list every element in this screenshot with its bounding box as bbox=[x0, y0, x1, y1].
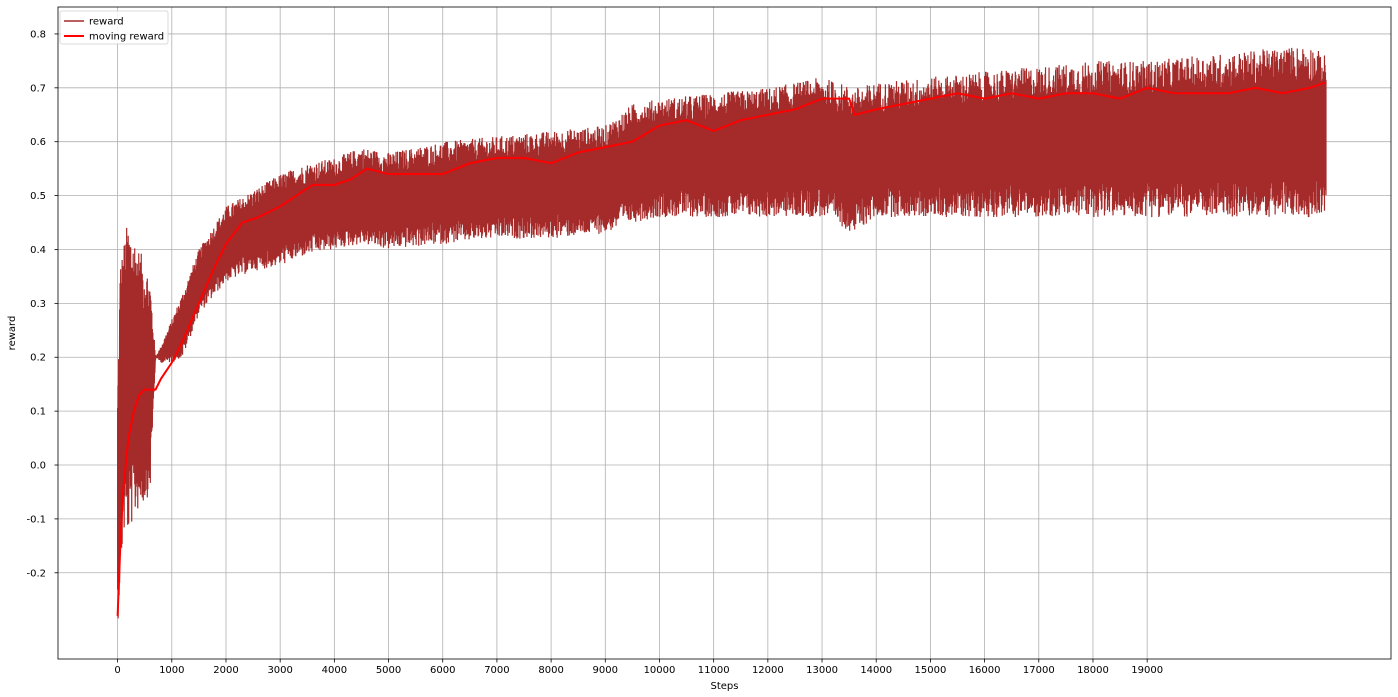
x-tick-label: 0 bbox=[114, 665, 120, 676]
y-tick-label: 0.8 bbox=[30, 29, 46, 40]
series-moving-reward bbox=[116, 81, 1327, 616]
x-tick-label: 9000 bbox=[593, 665, 618, 676]
x-tick-label: 15000 bbox=[915, 665, 947, 676]
y-tick-label: 0.5 bbox=[30, 191, 46, 202]
x-tick-label: 12000 bbox=[752, 665, 784, 676]
x-tick-label: 4000 bbox=[322, 665, 347, 676]
legend-label: reward bbox=[89, 17, 124, 28]
y-tick-label: -0.2 bbox=[26, 568, 46, 579]
x-tick-label: 17000 bbox=[1023, 665, 1055, 676]
x-tick-label: 14000 bbox=[860, 665, 892, 676]
x-tick-label: 6000 bbox=[430, 665, 455, 676]
legend: reward moving reward bbox=[59, 10, 169, 45]
x-tick-label: 18000 bbox=[1077, 665, 1109, 676]
axes-frame bbox=[57, 6, 1392, 660]
x-tick-label: 5000 bbox=[376, 665, 401, 676]
legend-box bbox=[59, 10, 169, 45]
x-tick-label: 19000 bbox=[1131, 665, 1163, 676]
x-tick-label: 1000 bbox=[159, 665, 184, 676]
y-tick-label: 0.7 bbox=[30, 83, 46, 94]
x-tick-label: 3000 bbox=[267, 665, 292, 676]
x-axis-label: Steps bbox=[711, 681, 739, 692]
y-tick-label: -0.1 bbox=[26, 514, 46, 525]
plot-area bbox=[116, 47, 1327, 619]
x-tick-label: 2000 bbox=[213, 665, 238, 676]
series-reward bbox=[117, 47, 1327, 619]
y-axis-label: reward bbox=[7, 316, 18, 351]
x-tick-label: 8000 bbox=[538, 665, 563, 676]
x-tick-label: 13000 bbox=[806, 665, 838, 676]
legend-label: moving reward bbox=[89, 32, 164, 43]
y-tick-label: 0.6 bbox=[30, 137, 46, 148]
x-tick-label: 10000 bbox=[644, 665, 676, 676]
x-tick-label: 7000 bbox=[484, 665, 509, 676]
x-tick-label: 16000 bbox=[969, 665, 1001, 676]
x-tick-label: 11000 bbox=[698, 665, 730, 676]
y-axis: -0.2 -0.1 0.0 0.1 0.2 0.3 0.4 0.5 0.6 0.7 0.8 bbox=[26, 29, 58, 579]
y-tick-label: 0.1 bbox=[30, 407, 46, 418]
y-tick-label: 0.2 bbox=[30, 353, 46, 364]
y-tick-label: 0.0 bbox=[30, 461, 46, 472]
x-axis: 0 1000 2000 3000 4000 5000 6000 7000 8000 9000 100… bbox=[114, 659, 1163, 676]
y-tick-label: 0.4 bbox=[30, 245, 46, 256]
y-tick-label: 0.3 bbox=[30, 299, 46, 310]
